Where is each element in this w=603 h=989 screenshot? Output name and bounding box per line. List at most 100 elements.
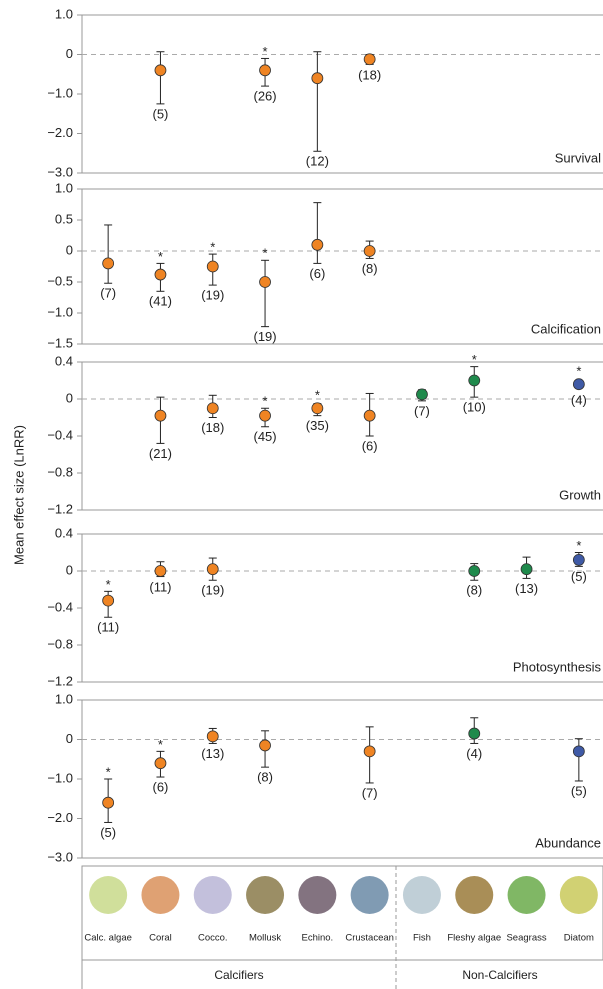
x-tick-label: Crustacean	[345, 933, 394, 944]
point	[520, 563, 533, 576]
n-label: (11)	[149, 579, 171, 594]
significance: *	[263, 44, 268, 59]
y-tick-label: 0	[66, 562, 73, 577]
organism-icon	[507, 876, 546, 914]
n-label: (13)	[515, 581, 538, 596]
point	[206, 402, 219, 415]
organism-icon	[402, 876, 441, 914]
x-tick-label: Cocco.	[198, 933, 228, 944]
point	[154, 268, 167, 281]
y-tick-label: 1.0	[55, 6, 73, 21]
y-tick-label: 0	[66, 731, 73, 746]
point	[102, 594, 115, 607]
n-label: (5)	[571, 783, 587, 798]
n-label: (8)	[257, 770, 273, 785]
organism-icon	[141, 876, 180, 914]
n-label: (18)	[201, 420, 224, 435]
group-label: Non-Calcifiers	[462, 968, 537, 982]
point	[572, 554, 585, 566]
y-tick-label: −0.8	[47, 636, 73, 651]
point	[154, 64, 167, 77]
significance: *	[263, 246, 268, 261]
x-tick-label: Calc. algae	[84, 933, 132, 944]
y-tick-label: −0.8	[47, 464, 73, 479]
significance: *	[472, 352, 477, 367]
significance: *	[106, 764, 111, 779]
panel-title: Abundance	[535, 835, 601, 850]
n-label: (19)	[253, 329, 276, 344]
point	[572, 378, 585, 391]
significance: *	[106, 577, 111, 592]
group-label: Calcifiers	[214, 968, 263, 982]
n-label: (6)	[309, 266, 325, 281]
point	[154, 565, 167, 577]
significance: *	[158, 249, 163, 264]
point	[154, 757, 167, 770]
organism-icon	[350, 876, 389, 914]
point	[311, 402, 324, 415]
x-tick-label: Seagrass	[506, 933, 546, 944]
point	[363, 745, 376, 758]
y-tick-label: −2.0	[47, 125, 73, 140]
point	[363, 409, 376, 422]
x-tick-label: Fish	[413, 933, 431, 944]
point	[102, 796, 115, 809]
y-axis-label: Mean effect size (LnRR)	[11, 425, 26, 565]
y-tick-label: −1.0	[47, 770, 73, 785]
point	[206, 730, 219, 743]
n-label: (8)	[362, 261, 378, 276]
n-label: (13)	[201, 746, 224, 761]
point	[468, 374, 481, 387]
point	[416, 388, 428, 401]
organism-icon	[89, 876, 128, 914]
y-tick-label: −1.5	[47, 335, 73, 350]
significance: *	[158, 737, 163, 752]
y-tick-label: 1.0	[55, 691, 73, 706]
point	[259, 276, 271, 288]
y-tick-label: 0	[66, 390, 73, 405]
point	[468, 565, 481, 577]
y-tick-label: −3.0	[47, 849, 73, 864]
point	[259, 64, 271, 77]
x-tick-label: Echino.	[302, 933, 334, 944]
n-label: (41)	[149, 294, 172, 309]
n-label: (5)	[153, 106, 169, 121]
x-tick-label: Fleshy algae	[447, 933, 501, 944]
panel-title: Survival	[555, 150, 601, 165]
y-tick-label: −2.0	[47, 810, 73, 825]
panel-title: Calcification	[531, 321, 601, 336]
significance: *	[210, 240, 215, 255]
x-tick-label: Coral	[149, 933, 172, 944]
point	[259, 739, 271, 752]
y-tick-label: 0.5	[55, 211, 73, 226]
significance: *	[576, 538, 581, 553]
n-label: (8)	[466, 583, 482, 598]
organism-icon	[298, 876, 337, 914]
organism-icon	[246, 876, 285, 914]
n-label: (19)	[201, 288, 224, 303]
n-label: (10)	[463, 400, 486, 415]
x-tick-label: Diatom	[564, 933, 594, 944]
point	[468, 727, 481, 740]
n-label: (7)	[414, 403, 430, 418]
n-label: (6)	[362, 438, 378, 453]
n-label: (4)	[571, 393, 587, 408]
icon-box	[81, 865, 603, 961]
y-tick-label: −3.0	[47, 164, 73, 179]
y-tick-label: −0.4	[47, 427, 73, 442]
n-label: (21)	[149, 446, 172, 461]
point	[259, 409, 271, 422]
n-label: (6)	[153, 779, 169, 794]
n-label: (19)	[201, 583, 224, 598]
point	[572, 745, 585, 758]
y-tick-label: −1.2	[47, 501, 73, 516]
point	[311, 72, 324, 85]
n-label: (18)	[358, 68, 381, 83]
significance: *	[263, 394, 268, 409]
n-label: (5)	[571, 569, 587, 584]
x-tick-label: Mollusk	[249, 933, 281, 944]
point	[206, 260, 219, 273]
significance: *	[315, 388, 320, 403]
